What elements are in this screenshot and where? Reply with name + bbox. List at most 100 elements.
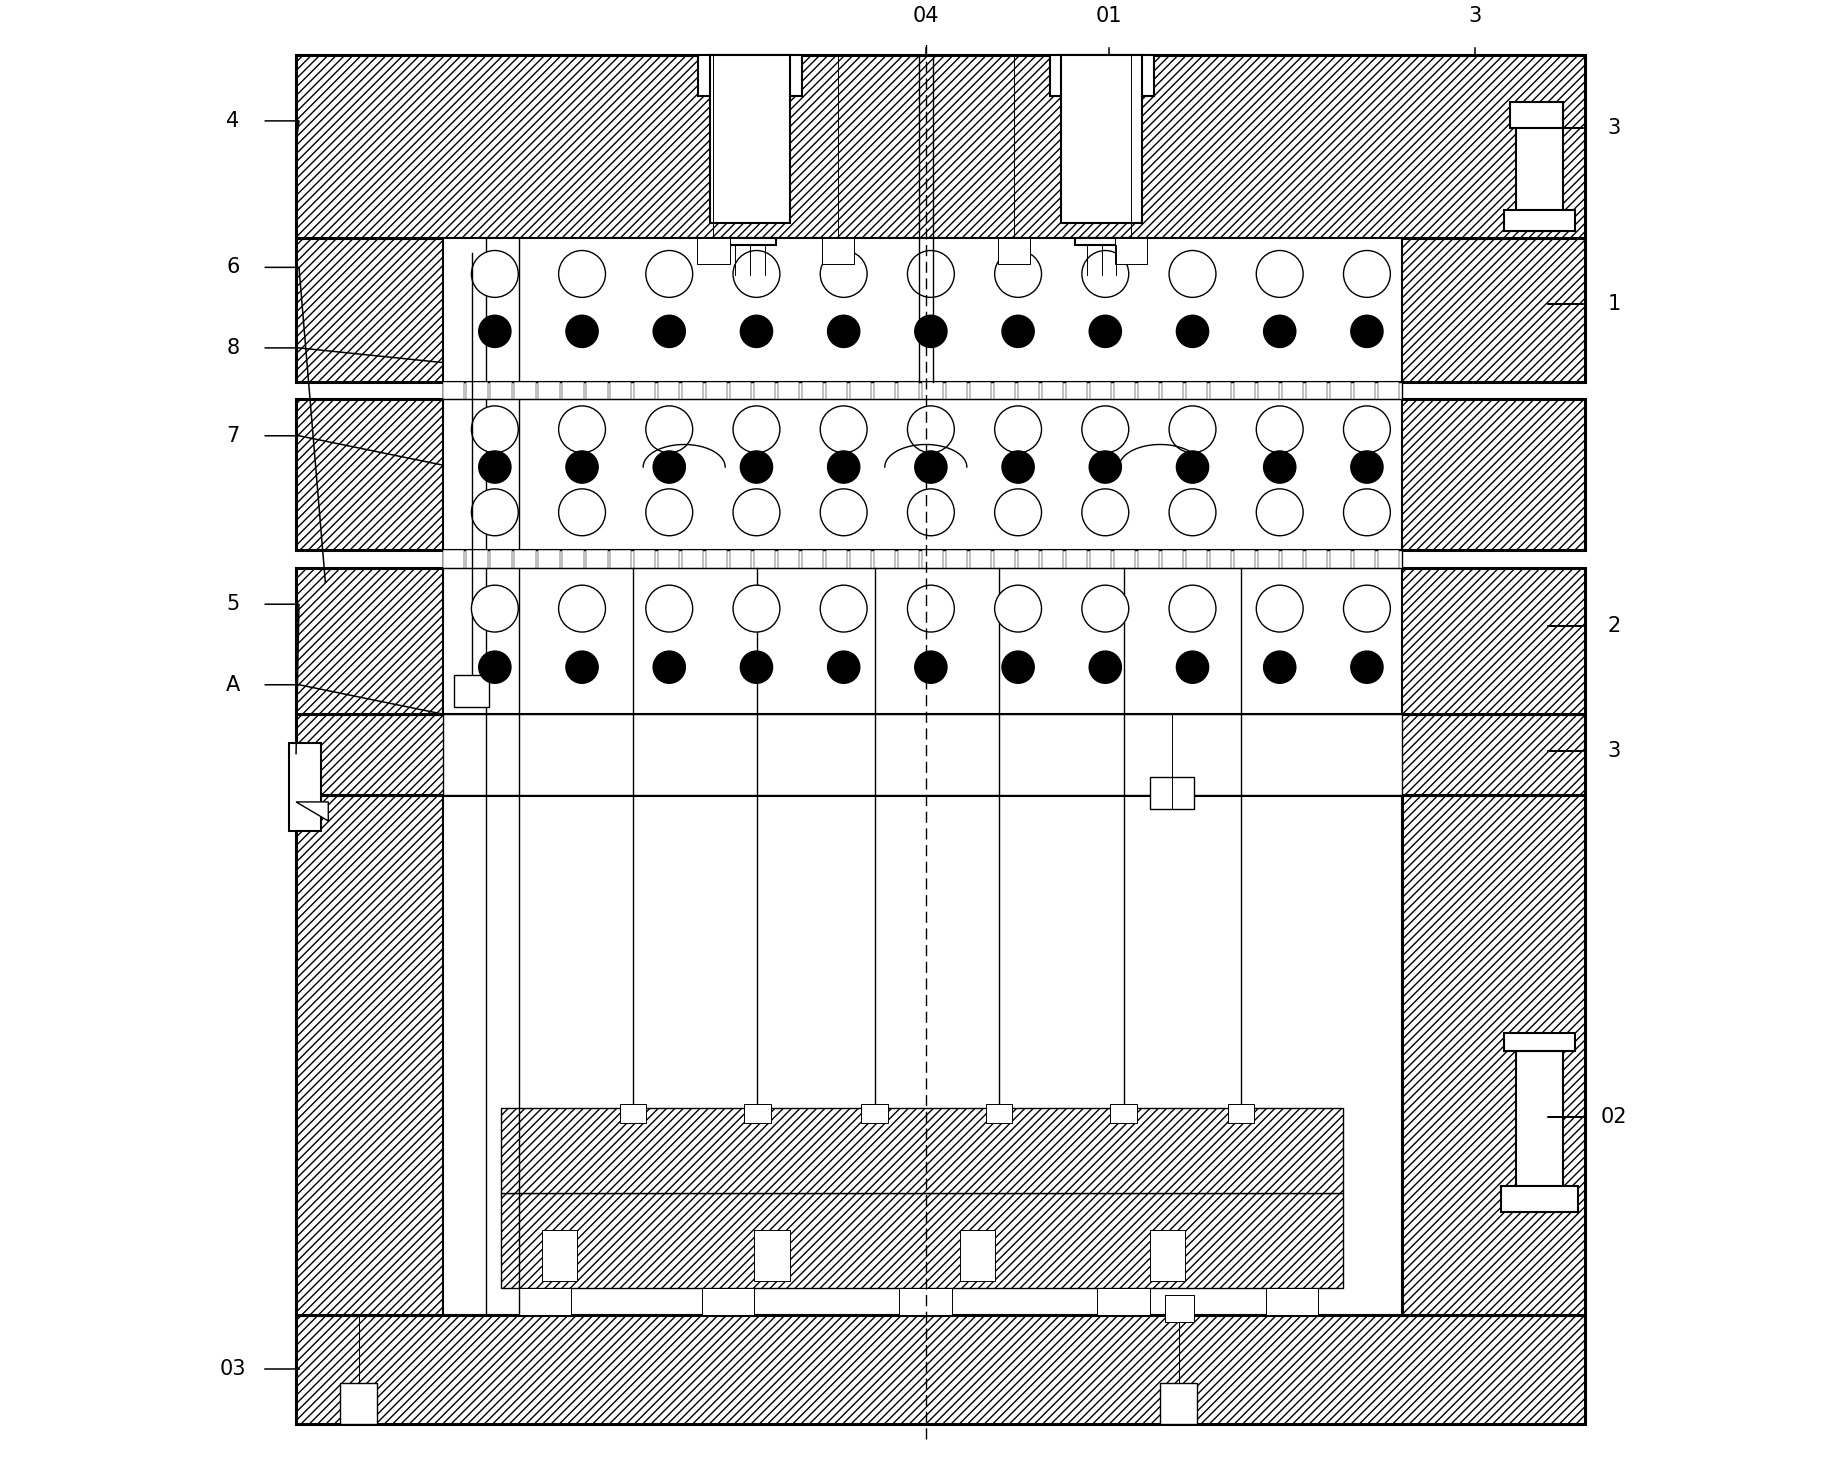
Circle shape — [1343, 489, 1391, 536]
Circle shape — [733, 585, 781, 632]
Bar — [443, 567, 1402, 714]
Circle shape — [479, 651, 511, 683]
Circle shape — [1264, 316, 1295, 348]
Bar — [946, 382, 968, 400]
Bar — [443, 382, 1402, 400]
Circle shape — [1176, 316, 1209, 348]
Circle shape — [479, 316, 511, 348]
Text: 3: 3 — [1468, 6, 1482, 25]
Bar — [1163, 549, 1183, 567]
Bar — [467, 382, 487, 400]
Bar — [803, 549, 823, 567]
Polygon shape — [296, 802, 329, 821]
Bar — [467, 549, 487, 567]
Circle shape — [479, 451, 511, 483]
Bar — [1018, 382, 1040, 400]
Bar — [443, 238, 1402, 382]
Circle shape — [1168, 585, 1216, 632]
Circle shape — [1257, 405, 1302, 452]
Circle shape — [907, 405, 953, 452]
Bar — [340, 1384, 377, 1425]
Bar — [490, 382, 511, 400]
Circle shape — [1350, 451, 1383, 483]
Bar — [1330, 382, 1350, 400]
Bar — [1516, 1050, 1563, 1212]
Circle shape — [827, 651, 860, 683]
Bar — [874, 549, 895, 567]
Bar — [619, 1103, 647, 1122]
Circle shape — [1082, 585, 1128, 632]
Circle shape — [558, 585, 606, 632]
Bar — [1258, 382, 1279, 400]
Bar — [702, 1288, 755, 1315]
Bar — [296, 714, 1585, 795]
Bar — [562, 382, 584, 400]
Bar — [296, 1315, 1585, 1425]
Bar — [1113, 549, 1135, 567]
Circle shape — [1257, 585, 1302, 632]
Bar — [779, 549, 799, 567]
Circle shape — [472, 489, 518, 536]
Circle shape — [994, 405, 1042, 452]
Circle shape — [647, 585, 693, 632]
Circle shape — [994, 585, 1042, 632]
Circle shape — [1082, 405, 1128, 452]
Bar — [1330, 549, 1350, 567]
Circle shape — [1350, 651, 1383, 683]
Circle shape — [1001, 316, 1034, 348]
Circle shape — [1257, 251, 1302, 297]
Bar — [1161, 1384, 1196, 1425]
Circle shape — [1264, 651, 1295, 683]
Bar — [502, 1108, 1343, 1193]
Bar — [755, 1230, 790, 1281]
Bar — [1150, 777, 1194, 809]
Bar — [658, 382, 680, 400]
Bar — [994, 382, 1016, 400]
Text: 02: 02 — [1600, 1106, 1628, 1127]
Bar — [1113, 382, 1135, 400]
Bar — [1234, 382, 1255, 400]
Bar — [1378, 382, 1400, 400]
Text: 6: 6 — [226, 257, 241, 278]
Bar — [922, 549, 942, 567]
Bar — [1137, 549, 1159, 567]
Bar — [898, 382, 918, 400]
Bar — [514, 549, 536, 567]
Circle shape — [1343, 251, 1391, 297]
Text: 4: 4 — [226, 110, 239, 131]
Bar — [514, 382, 536, 400]
Circle shape — [647, 489, 693, 536]
Bar — [705, 549, 727, 567]
Circle shape — [566, 316, 599, 348]
Bar — [296, 238, 1585, 382]
Bar — [744, 1103, 770, 1122]
Bar — [1402, 795, 1585, 1315]
Bar — [851, 382, 871, 400]
Bar — [288, 743, 321, 831]
Circle shape — [827, 451, 860, 483]
Bar — [1306, 549, 1326, 567]
Circle shape — [1350, 316, 1383, 348]
Bar — [779, 382, 799, 400]
Bar — [698, 54, 803, 95]
Circle shape — [472, 585, 518, 632]
Bar — [731, 382, 751, 400]
Bar — [997, 238, 1031, 264]
Circle shape — [740, 451, 773, 483]
Circle shape — [915, 651, 948, 683]
Bar — [443, 382, 463, 400]
Circle shape — [1176, 651, 1209, 683]
Bar — [1354, 549, 1374, 567]
Text: 1: 1 — [1607, 294, 1620, 314]
Circle shape — [558, 405, 606, 452]
Bar — [1018, 549, 1040, 567]
Bar — [922, 382, 942, 400]
Bar — [518, 1288, 571, 1315]
Bar — [1258, 549, 1279, 567]
Bar — [986, 1103, 1012, 1122]
Circle shape — [733, 489, 781, 536]
Bar — [610, 549, 632, 567]
Bar — [296, 54, 1585, 238]
Text: 7: 7 — [226, 426, 239, 445]
Bar — [1211, 382, 1231, 400]
